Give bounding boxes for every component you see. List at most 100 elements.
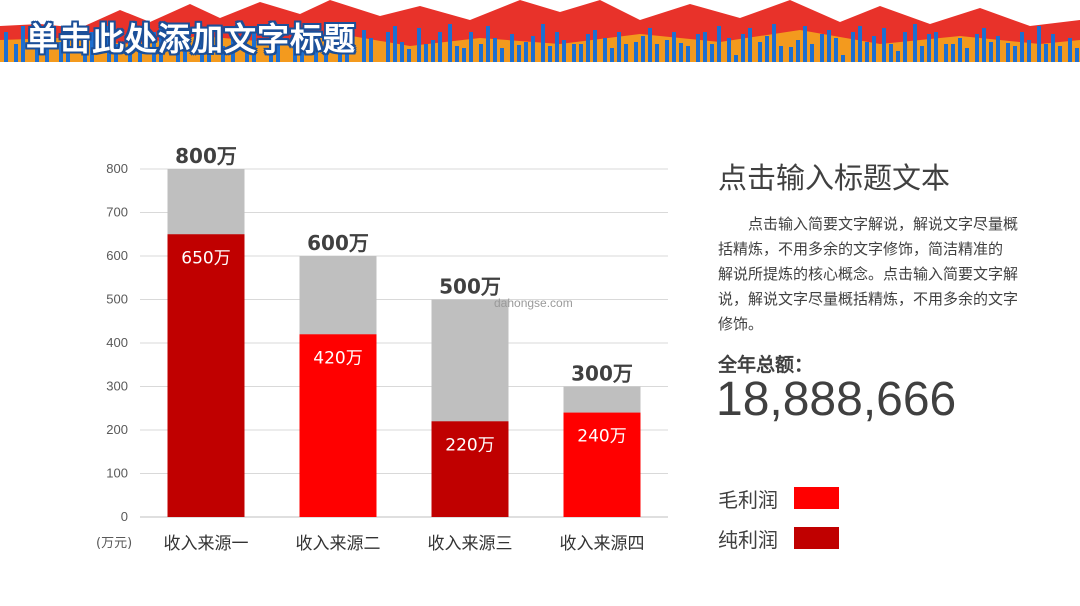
banner-bar [810, 44, 814, 62]
banner-bar [841, 55, 845, 62]
banner-bar [207, 32, 211, 62]
y-tick-label: 700 [106, 205, 128, 220]
banner-bar [989, 42, 993, 62]
banner-bar [252, 26, 256, 62]
banner-bar [865, 42, 869, 62]
inner-data-label: 240万 [577, 427, 626, 447]
banner-bar [789, 47, 793, 62]
banner-bar [152, 32, 156, 62]
banner-bar [1075, 48, 1079, 62]
legend-label: 毛利润 [718, 487, 778, 512]
banner-bar [1044, 44, 1048, 62]
banner-bar [138, 50, 142, 62]
banner-bar [982, 28, 986, 62]
banner-bar [345, 44, 349, 62]
bar-chart: 0 100 200 300 400 500 600 700 800 800万 650万 600万 42… [96, 144, 668, 554]
banner-bar [83, 54, 87, 62]
y-tick-label: 100 [106, 466, 128, 481]
banner-bar [696, 34, 700, 62]
bar-profit [167, 234, 245, 517]
side-body[interactable]: 点击输入简要文字解说，解说文字尽量概括精炼，不用多余的文字修饰，简洁精准的 解说… [718, 215, 1019, 333]
total-data-label: 300万 [571, 362, 633, 386]
banner-bar [927, 34, 931, 62]
banner-bar [548, 46, 552, 62]
banner-bar [672, 32, 676, 62]
banner-bar [665, 40, 669, 62]
banner-bar [903, 32, 907, 62]
banner-bar [314, 46, 318, 62]
banner-bar [338, 26, 342, 62]
banner-bar [500, 48, 504, 62]
banner-bar [734, 55, 738, 62]
side-title[interactable]: 点击输入标题文本 [718, 161, 951, 195]
banner-bar [369, 38, 373, 62]
banner-bar [438, 32, 442, 62]
bar-profit [299, 334, 377, 517]
banner-bar [858, 26, 862, 62]
banner-bar [424, 44, 428, 62]
banner-bar [517, 45, 521, 62]
banner-bar [748, 28, 752, 62]
banner-bar [479, 44, 483, 62]
banner-bar [300, 49, 304, 62]
banner-bar [393, 26, 397, 62]
banner-bar [913, 24, 917, 62]
banner-bar [276, 34, 280, 62]
banner-bar [648, 28, 652, 62]
x-tick-label: 收入来源一 [164, 534, 249, 554]
banner-bar [417, 28, 421, 62]
banner-bar [1068, 38, 1072, 62]
banner-bar [386, 32, 390, 62]
banner-bar [510, 34, 514, 62]
banner-bar [293, 42, 297, 62]
banner-bar [486, 26, 490, 62]
banner-bar [114, 44, 118, 62]
inner-data-label: 220万 [445, 435, 494, 455]
banner-bar [455, 46, 459, 62]
banner-bar [200, 40, 204, 62]
x-tick-label: 收入来源二 [296, 534, 381, 554]
banner-bar [958, 38, 962, 62]
banner-bar [431, 40, 435, 62]
legend-label: 纯利润 [718, 527, 778, 552]
banner-bar [710, 44, 714, 62]
banner-bar [400, 42, 404, 62]
banner-bar [245, 53, 249, 62]
banner-bar [641, 36, 645, 62]
bar-profit [563, 412, 641, 517]
legend-item-gross: 毛利润 [718, 486, 839, 512]
header-banner [0, 0, 1080, 62]
banner-bar [624, 44, 628, 62]
banner-bar [21, 26, 25, 62]
banner-bar [686, 46, 690, 62]
banner-bar [572, 44, 576, 62]
watermark: dahongse.com [494, 296, 573, 310]
y-tick-label: 300 [106, 379, 128, 394]
banner-bar [159, 26, 163, 62]
banner-bar [610, 48, 614, 62]
banner-bar [655, 44, 659, 62]
banner-bar [579, 44, 583, 62]
y-tick-label: 0 [121, 509, 128, 524]
banner-bar [593, 30, 597, 62]
banner-bar [827, 30, 831, 62]
inner-data-label: 420万 [313, 348, 362, 368]
y-tick-label: 600 [106, 248, 128, 263]
banner-bar [1037, 26, 1041, 62]
banner-bar [896, 51, 900, 62]
banner-bar [66, 36, 70, 62]
banner-bar [741, 34, 745, 62]
banner-bar [1051, 34, 1055, 62]
banner-bar [1013, 46, 1017, 62]
banner-bar [221, 46, 225, 62]
banner-bar [59, 42, 63, 62]
banner-bar [834, 38, 838, 62]
banner-bar [1006, 43, 1010, 62]
banner-bar [796, 40, 800, 62]
banner-bar [1027, 40, 1031, 62]
banner-bar [679, 43, 683, 62]
banner-bar [524, 42, 528, 62]
banner-bar [462, 48, 466, 62]
banner-bar [851, 32, 855, 62]
page-title[interactable]: 单击此处添加文字标题 [26, 20, 357, 58]
